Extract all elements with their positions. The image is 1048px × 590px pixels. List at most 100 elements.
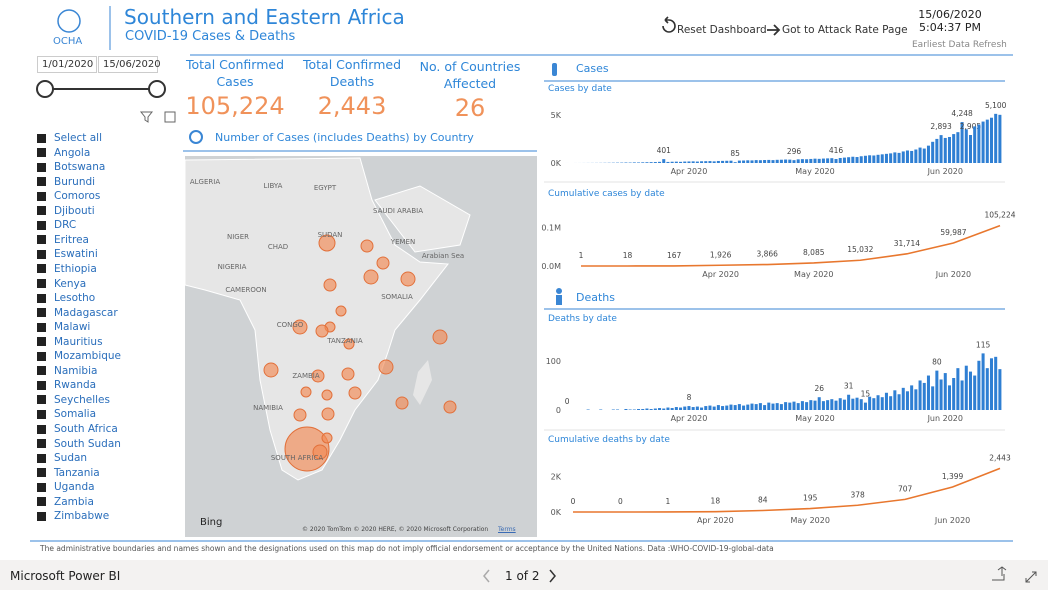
checkbox[interactable]: [37, 453, 46, 463]
prev-page[interactable]: [483, 569, 490, 583]
map-terms[interactable]: Terms: [498, 526, 516, 533]
slicer-item[interactable]: Botswana: [37, 161, 105, 173]
map-label: SAUDI ARABIA: [373, 207, 423, 215]
checkbox[interactable]: [37, 235, 46, 245]
checkbox[interactable]: [37, 380, 46, 390]
slicer-item[interactable]: South Africa: [37, 423, 118, 435]
bubble[interactable]: [312, 444, 328, 460]
checkbox[interactable]: [37, 177, 46, 187]
bubble[interactable]: [360, 239, 374, 253]
checkbox[interactable]: [37, 322, 46, 332]
checkbox[interactable]: [37, 409, 46, 419]
checkbox[interactable]: [37, 482, 46, 492]
slicer-item[interactable]: Rwanda: [37, 379, 96, 391]
checkbox[interactable]: [37, 468, 46, 478]
checkbox[interactable]: [37, 220, 46, 230]
checkbox[interactable]: [37, 366, 46, 376]
bubble[interactable]: [343, 338, 355, 350]
bubble[interactable]: [378, 359, 394, 375]
bubble[interactable]: [263, 362, 279, 378]
checkbox[interactable]: [37, 351, 46, 361]
bubble[interactable]: [341, 367, 355, 381]
slicer-item[interactable]: Lesotho: [37, 292, 95, 304]
bubble[interactable]: [376, 256, 390, 270]
slider-handle[interactable]: [148, 80, 166, 98]
next-page[interactable]: [549, 569, 556, 583]
bubble[interactable]: [321, 389, 333, 401]
start-date[interactable]: 1/01/2020: [37, 56, 97, 73]
bubble[interactable]: [321, 432, 333, 444]
slicer-item[interactable]: Comoros: [37, 190, 100, 202]
map-label: SOMALIA: [381, 293, 413, 301]
bubble[interactable]: [318, 234, 336, 252]
bubble[interactable]: [321, 407, 335, 421]
checkbox[interactable]: [37, 439, 46, 449]
slicer-item[interactable]: Select all: [37, 132, 102, 144]
slicer-item[interactable]: DRC: [37, 219, 76, 231]
bubble[interactable]: [300, 386, 312, 398]
checkbox[interactable]: [37, 206, 46, 216]
slicer-item[interactable]: Malawi: [37, 321, 90, 333]
bubble[interactable]: [284, 426, 330, 472]
bubble[interactable]: [432, 329, 448, 345]
checkbox[interactable]: [37, 511, 46, 521]
slicer-item[interactable]: Djibouti: [37, 205, 95, 217]
slicer-item[interactable]: Sudan: [37, 452, 87, 464]
bar: [771, 403, 775, 410]
checkbox[interactable]: [37, 279, 46, 288]
checkbox[interactable]: [37, 249, 46, 259]
checkbox[interactable]: [37, 133, 46, 143]
checkbox[interactable]: [37, 162, 46, 172]
slicer-item[interactable]: Mozambique: [37, 350, 121, 362]
bar: [914, 389, 918, 410]
slicer-item[interactable]: Eswatini: [37, 248, 98, 260]
checkbox[interactable]: [37, 497, 46, 507]
bar: [767, 402, 771, 410]
slicer-item[interactable]: Madagascar: [37, 307, 118, 319]
slicer-item[interactable]: Seychelles: [37, 394, 110, 406]
slicer-item[interactable]: Zimbabwe: [37, 510, 109, 522]
checkbox[interactable]: [37, 308, 46, 318]
bubble[interactable]: [335, 305, 347, 317]
bubble[interactable]: [293, 408, 307, 422]
checkbox[interactable]: [37, 264, 46, 274]
checkbox[interactable]: [37, 148, 46, 158]
nav-button[interactable]: Got to Attack Rate Page: [782, 24, 908, 36]
slider-handle[interactable]: [36, 80, 54, 98]
bar: [754, 404, 758, 410]
filter-icon[interactable]: [139, 111, 154, 123]
slicer-item[interactable]: Namibia: [37, 365, 97, 377]
bubble[interactable]: [400, 271, 416, 287]
data-label: 401: [657, 146, 672, 155]
checkbox[interactable]: [37, 395, 46, 405]
focus-icon[interactable]: [164, 111, 176, 123]
checkbox[interactable]: [37, 293, 46, 303]
bubble[interactable]: [315, 324, 329, 338]
reset-button[interactable]: Reset Dashboard: [677, 24, 767, 36]
end-date[interactable]: 15/06/2020: [98, 56, 161, 73]
slicer-item[interactable]: Zambia: [37, 496, 94, 508]
slicer-item[interactable]: Tanzania: [37, 467, 100, 479]
bubble[interactable]: [323, 278, 337, 292]
slicer-item[interactable]: Angola: [37, 147, 90, 159]
slicer-item[interactable]: Kenya: [37, 278, 86, 290]
slicer-item[interactable]: Mauritius: [37, 336, 103, 348]
share-icon[interactable]: [992, 566, 1007, 581]
slicer-item[interactable]: Somalia: [37, 408, 96, 420]
slicer-item[interactable]: Uganda: [37, 481, 95, 493]
slicer-item[interactable]: Burundi: [37, 176, 95, 188]
bubble[interactable]: [443, 400, 457, 414]
bar: [943, 137, 947, 163]
slicer-item[interactable]: South Sudan: [37, 438, 121, 450]
checkbox[interactable]: [37, 424, 46, 434]
slicer-item[interactable]: Eritrea: [37, 234, 89, 246]
checkbox[interactable]: [37, 191, 46, 201]
bubble[interactable]: [363, 269, 379, 285]
checkbox[interactable]: [37, 337, 46, 347]
fullscreen-icon[interactable]: [1025, 571, 1037, 583]
slicer-item[interactable]: Ethiopia: [37, 263, 97, 275]
bubble[interactable]: [292, 319, 308, 335]
bubble[interactable]: [395, 396, 409, 410]
bubble[interactable]: [311, 369, 325, 383]
bubble[interactable]: [348, 386, 362, 400]
